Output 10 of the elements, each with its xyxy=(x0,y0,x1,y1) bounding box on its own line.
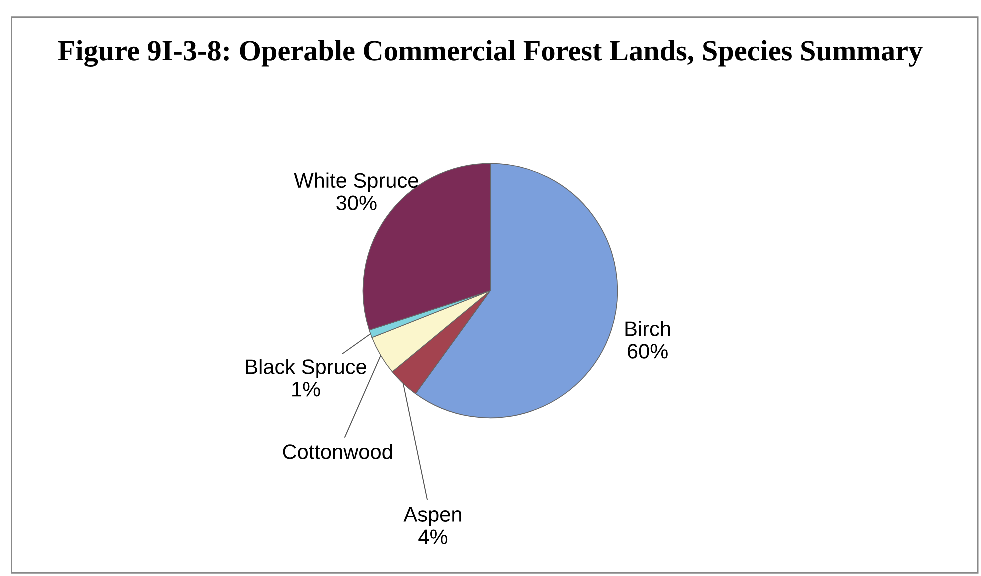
data-label: 60% xyxy=(628,344,668,359)
slice-label: Cottonwood xyxy=(283,444,392,460)
slice-label: White Spruce xyxy=(294,172,418,192)
slice-label: Aspen xyxy=(404,507,462,526)
data-label: 30% xyxy=(336,196,377,211)
data-label: 4% xyxy=(418,530,448,544)
slice-label: Birch xyxy=(626,321,670,336)
chart-title: Figure 9I-3-8: Operable Commercial Forest Lands, Species Summary xyxy=(58,40,923,67)
slice-label: Black Spruce xyxy=(246,359,366,378)
data-label: 1% xyxy=(292,382,320,397)
